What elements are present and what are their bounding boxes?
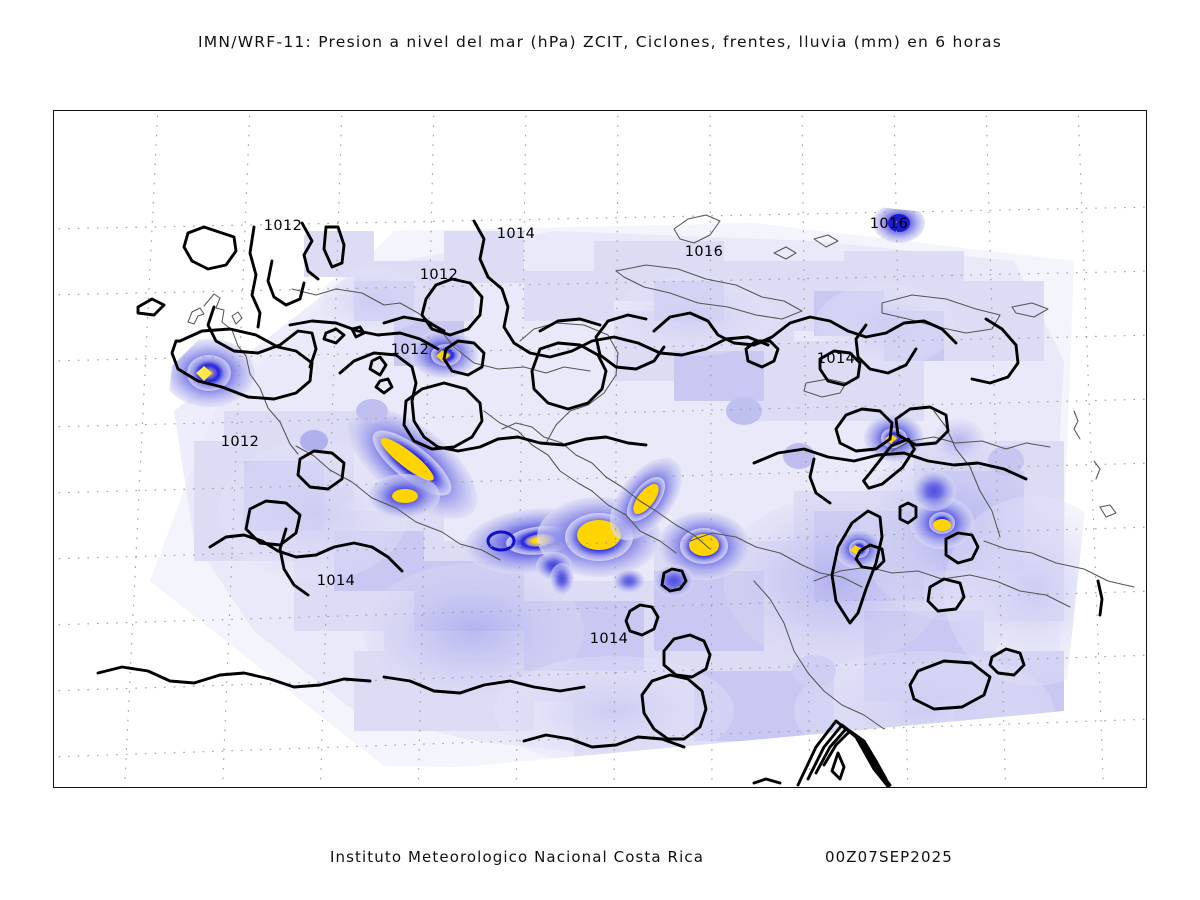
isobar-label: 1012	[391, 342, 430, 358]
footer-datestamp: 00Z07SEP2025	[825, 848, 953, 866]
isobar-label: 1012	[420, 267, 459, 283]
isobar-label: 1012	[264, 218, 303, 234]
isobars	[96, 219, 1104, 787]
isobar-label: 1014	[590, 631, 629, 647]
isobar-label: 1014	[497, 226, 536, 242]
isobar-label: 1012	[221, 434, 260, 450]
isobar-label-text: 1014	[317, 573, 356, 589]
weather-map-panel: 1012 1012 1012 1012 1014 1014 1014 1014 …	[53, 110, 1147, 788]
page-title: IMN/WRF-11: Presion a nivel del mar (hPa…	[197, 33, 1003, 51]
isobar-label-text: 1012	[264, 218, 303, 234]
isobar-label-text: 1014	[590, 631, 629, 647]
isobar-label: 1016	[685, 244, 724, 260]
isobar-label-text: 1014	[817, 351, 856, 367]
isobar-label-text: 1012	[391, 342, 430, 358]
isobar-label: 1014	[317, 573, 356, 589]
isobar-label-text: 1016	[685, 244, 724, 260]
footer-institute-name: Instituto Meteorologico Nacional Costa R…	[330, 848, 704, 866]
isobar-label-text: 1014	[497, 226, 536, 242]
isobar-label-text: 1012	[420, 267, 459, 283]
isobar-label-text: 1012	[221, 434, 260, 450]
weather-map-canvas: 1012 1012 1012 1012 1014 1014 1014 1014 …	[54, 111, 1146, 787]
isobar-label: 1014	[817, 351, 856, 367]
isobar-label-text: 1016	[870, 216, 909, 232]
lat-lon-grid	[54, 111, 1146, 787]
isobar-labels: 1012 1012 1012 1012 1014 1014 1014 1014 …	[221, 216, 909, 647]
isobar-label: 1016	[870, 216, 909, 232]
